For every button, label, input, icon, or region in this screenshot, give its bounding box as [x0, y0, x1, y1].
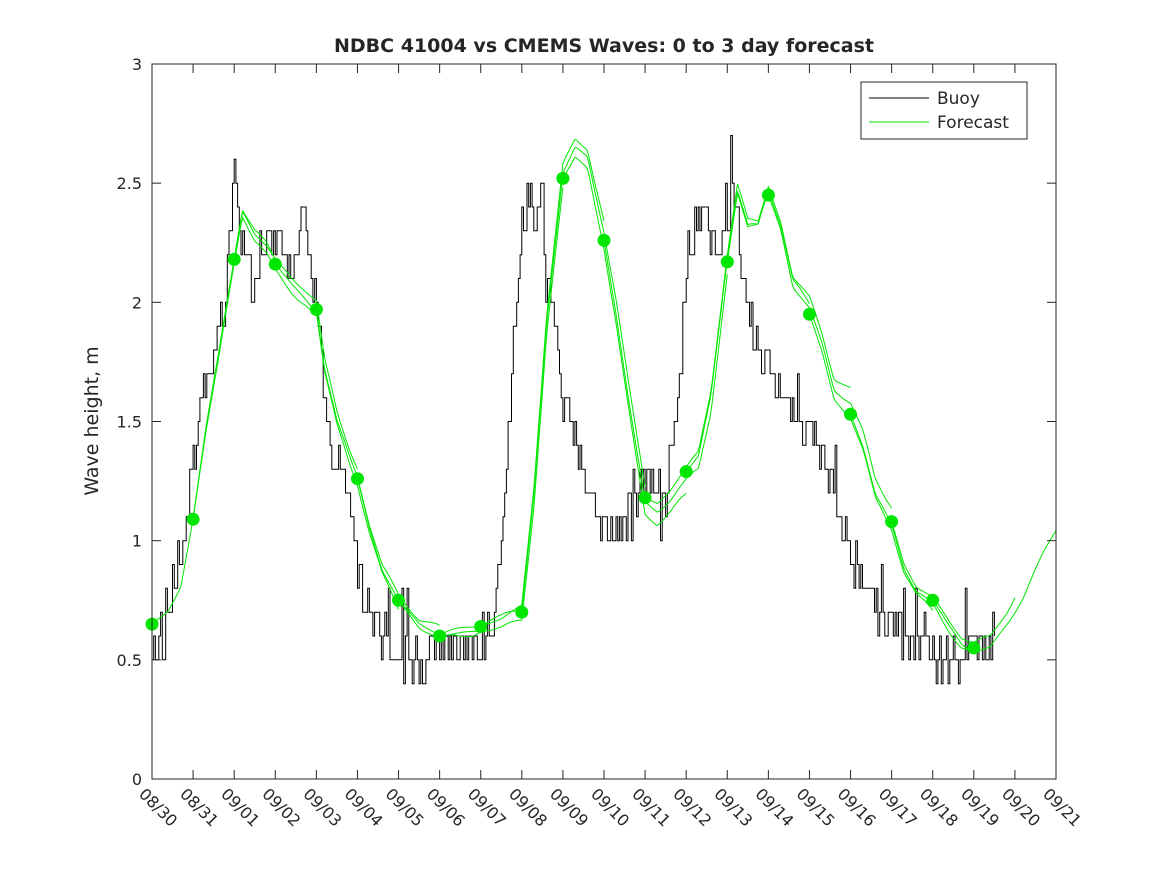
forecast-run-line	[192, 216, 317, 520]
forecast-run-line	[274, 263, 399, 610]
forecast-marker	[351, 472, 364, 486]
forecast-run-line	[439, 187, 564, 637]
forecast-marker	[392, 593, 405, 607]
forecast-run-line	[767, 194, 893, 509]
forecast-run-line	[562, 156, 687, 527]
forecast-run-line	[151, 209, 276, 625]
forecast-marker	[186, 512, 200, 526]
forecast-run-line	[726, 185, 851, 389]
y-tick-label: 2	[132, 293, 142, 312]
forecast-marker	[556, 171, 570, 185]
y-tick-label: 0.5	[117, 651, 142, 670]
forecast-run-line	[233, 210, 358, 470]
buoy-line	[152, 135, 995, 685]
forecast-marker	[761, 188, 775, 202]
forecast-marker	[309, 303, 323, 316]
forecast-marker	[515, 605, 529, 619]
forecast-run-line	[932, 530, 1057, 654]
forecast-marker	[268, 257, 282, 271]
forecast-marker	[926, 593, 940, 607]
forecast-series	[151, 138, 1057, 654]
forecast-run-line	[644, 183, 769, 505]
forecast-marker	[474, 620, 488, 633]
y-tick-label: 0	[132, 770, 142, 789]
forecast-marker	[227, 252, 241, 266]
buoy-series	[152, 135, 995, 685]
y-tick-label: 3	[132, 55, 142, 74]
forecast-marker	[803, 307, 816, 321]
forecast-marker	[638, 491, 652, 505]
forecast-run-line	[315, 309, 440, 626]
forecast-marker	[597, 233, 611, 247]
forecast-run-line	[357, 478, 481, 639]
plot-area	[152, 64, 1056, 779]
forecast-marker	[433, 629, 447, 643]
forecast-run-line	[521, 146, 646, 613]
legend-label-forecast: Forecast	[937, 113, 1009, 133]
y-tick-label: 1.5	[117, 413, 142, 432]
legend: Buoy Forecast	[860, 81, 1028, 140]
forecast-run-line	[850, 414, 975, 653]
forecast-run-line	[891, 521, 1016, 643]
forecast-run-line	[398, 599, 522, 636]
legend-box	[860, 81, 1028, 140]
y-axis: 0 0.5 1 1.5 2 2.5 3	[117, 55, 1056, 789]
forecast-marker	[967, 641, 981, 655]
legend-label-buoy: Buoy	[937, 89, 980, 109]
y-tick-label: 1	[132, 532, 142, 551]
forecast-marker	[679, 465, 693, 479]
chart-title: NDBC 41004 vs CMEMS Waves: 0 to 3 day fo…	[334, 35, 874, 57]
forecast-run-line	[809, 314, 934, 611]
y-axis-label: Wave height, m	[81, 346, 103, 495]
forecast-markers	[145, 171, 981, 655]
forecast-marker	[885, 515, 899, 529]
forecast-run-line	[603, 240, 728, 513]
forecast-marker	[720, 255, 734, 269]
y-tick-label: 2.5	[117, 174, 142, 193]
forecast-marker	[844, 407, 857, 421]
